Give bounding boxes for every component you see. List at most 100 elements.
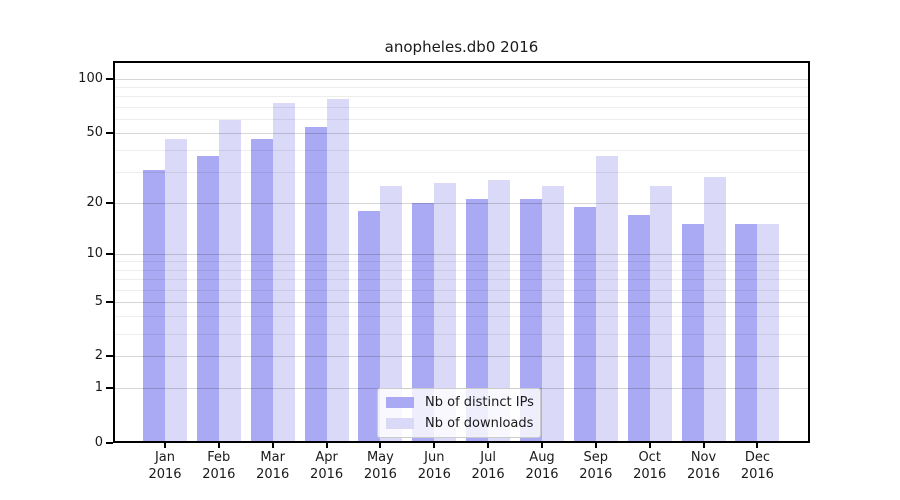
x-tick-year: 2016 (256, 467, 290, 482)
gridline-major-20 (115, 202, 808, 204)
x-tick-month: Apr (315, 450, 338, 465)
bar-nb-of-distinct-ips-may (358, 210, 381, 441)
gridline-minor-70 (115, 106, 808, 108)
x-tick-year: 2016 (471, 467, 505, 482)
gridline-major-100 (115, 79, 808, 80)
gridline-minor-7 (115, 279, 808, 280)
bar-nb-of-downloads-sep (595, 156, 618, 441)
y-tick-mark (106, 355, 113, 358)
x-tick-month: Jan (154, 450, 176, 465)
gridline-minor-90 (115, 87, 808, 89)
x-tick-label-apr: Apr 2016 (295, 449, 359, 483)
chart-title: anopheles.db0 2016 (384, 38, 539, 56)
bar-nb-of-downloads-dec (757, 224, 780, 441)
legend-label: Nb of distinct IPs (425, 395, 534, 410)
gridline-minor-3 (115, 333, 808, 335)
x-tick-mark (541, 443, 543, 448)
gridline-minor-9 (115, 261, 808, 263)
x-tick-mark (217, 443, 220, 448)
bars-layer (115, 63, 808, 441)
x-tick-mark (594, 443, 597, 448)
x-tick-year: 2016 (148, 467, 182, 482)
x-tick-month: Jul (480, 450, 496, 465)
x-tick-month: Sep (583, 450, 609, 465)
y-tick-label-2: 2 (94, 348, 103, 364)
x-tick-year: 2016 (202, 467, 236, 482)
bar-nb-of-distinct-ips-sep (573, 206, 596, 441)
x-tick-mark (164, 443, 166, 448)
x-tick-year: 2016 (633, 467, 667, 482)
gridline-minor-6 (115, 289, 808, 291)
y-tick-mark (106, 78, 113, 80)
bar-nb-of-downloads-jul (488, 180, 511, 441)
bar-nb-of-distinct-ips-oct (627, 215, 650, 441)
gridline-minor-4 (115, 316, 808, 318)
x-tick-label-jun: Jun 2016 (402, 449, 466, 483)
bar-nb-of-downloads-mar (272, 102, 295, 441)
x-tick-label-mar: Mar 2016 (241, 449, 305, 483)
x-tick-month: Feb (207, 450, 231, 465)
grid-layer (115, 63, 808, 441)
x-tick-mark (756, 443, 759, 448)
x-tick-year: 2016 (417, 467, 451, 482)
x-tick-label-nov: Nov 2016 (672, 449, 736, 483)
gridline-minor-30 (115, 172, 808, 174)
x-tick-month: Nov (690, 450, 717, 465)
y-tick-mark (106, 387, 113, 390)
gridline-minor-40 (115, 150, 808, 152)
x-tick-label-may: May 2016 (348, 449, 412, 483)
x-tick-mark (487, 443, 490, 448)
x-tick-label-dec: Dec 2016 (725, 449, 789, 483)
x-tick-label-jul: Jul 2016 (456, 449, 520, 483)
y-tick-label-0: 0 (94, 435, 103, 450)
gridline-minor-60 (115, 118, 808, 120)
x-tick-month: Dec (744, 450, 770, 465)
plot-area: Nb of distinct IPs Nb of downloads (113, 61, 810, 443)
x-tick-year: 2016 (740, 467, 774, 482)
y-tick-label-20: 20 (86, 194, 103, 210)
bar-nb-of-downloads-aug (542, 186, 564, 441)
legend-swatch-nb-of-downloads (386, 418, 414, 429)
bar-nb-of-distinct-ips-feb (196, 156, 219, 441)
bar-nb-of-downloads-may (380, 186, 403, 441)
x-tick-year: 2016 (363, 467, 397, 482)
gridline-major-50 (115, 132, 808, 134)
x-tick-month: May (366, 450, 394, 465)
y-tick-label-1: 1 (94, 380, 103, 396)
y-tick-label-50: 50 (86, 124, 103, 140)
x-tick-mark (271, 443, 274, 448)
y-tick-label-100: 100 (78, 71, 103, 86)
gridline-major-2 (115, 356, 808, 358)
x-tick-month: Jun (424, 450, 445, 465)
y-tick-mark (106, 201, 113, 204)
x-tick-mark (325, 443, 328, 448)
legend: Nb of distinct IPs Nb of downloads (377, 388, 541, 438)
bar-nb-of-distinct-ips-jan (143, 169, 165, 441)
bar-nb-of-downloads-apr (326, 99, 349, 441)
y-tick-label-10: 10 (86, 245, 103, 261)
legend-item-nb-of-downloads: Nb of downloads (386, 416, 534, 431)
x-tick-mark (379, 443, 382, 448)
y-tick-mark (106, 300, 113, 303)
x-tick-mark (702, 443, 705, 448)
legend-label: Nb of downloads (425, 416, 534, 431)
y-tick-mark (106, 442, 113, 444)
gridline-major-5 (115, 301, 808, 303)
x-tick-mark (433, 443, 436, 448)
bar-nb-of-distinct-ips-apr (304, 126, 327, 441)
bar-nb-of-downloads-jan (165, 139, 187, 441)
x-tick-year: 2016 (310, 467, 344, 482)
bar-nb-of-distinct-ips-mar (250, 139, 273, 441)
bar-nb-of-distinct-ips-dec (735, 224, 758, 441)
bar-nb-of-downloads-nov (703, 177, 726, 441)
legend-item-nb-of-distinct-ips: Nb of distinct IPs (386, 395, 534, 410)
y-tick-label-5: 5 (94, 293, 103, 309)
gridline-major-10 (115, 253, 808, 255)
bar-nb-of-distinct-ips-jun (412, 202, 435, 441)
gridline-minor-8 (115, 269, 808, 271)
x-tick-month: Oct (638, 450, 661, 465)
x-tick-label-sep: Sep 2016 (564, 449, 628, 483)
x-tick-label-aug: Aug 2016 (510, 449, 574, 483)
x-tick-month: Aug (529, 450, 555, 465)
